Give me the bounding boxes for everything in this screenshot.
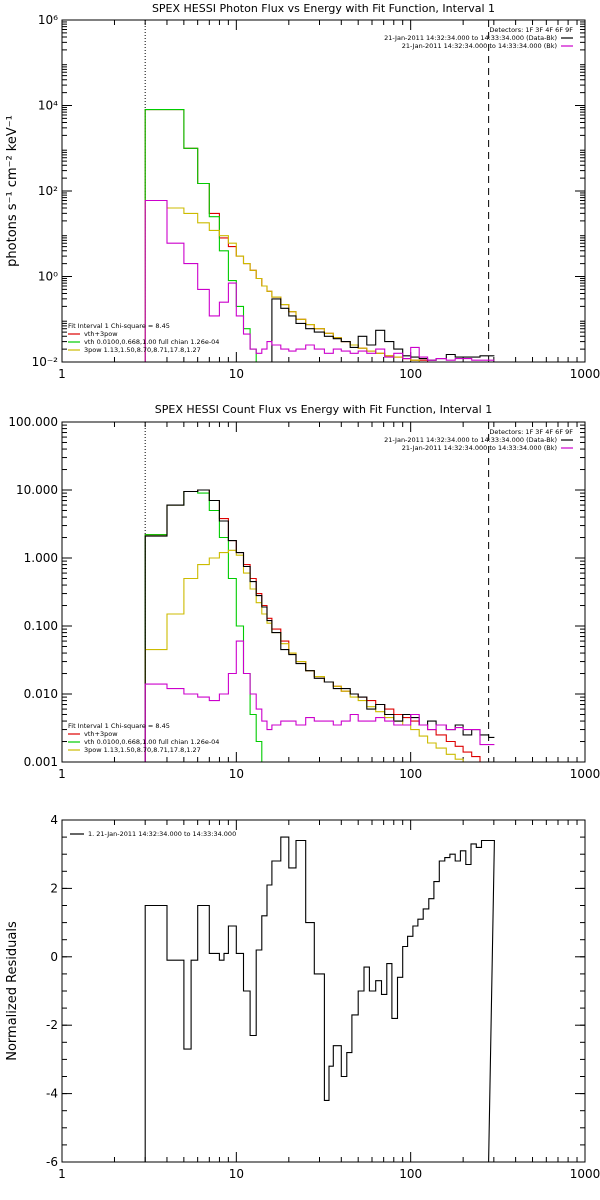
x-tick-label: 1 <box>58 767 66 781</box>
fit-legend-label: 3pow 1.13,1.50,8.70,8.71,17.8,1.27 <box>84 346 201 354</box>
y-tick-label: 4 <box>50 813 58 827</box>
y-tick-label: 10⁻² <box>32 355 59 369</box>
x-tick-label: 1000 <box>570 1167 600 1181</box>
y-tick-label: 0.001 <box>24 755 58 769</box>
y-axis-label: Normalized Residuals <box>5 921 20 1061</box>
x-tick-label: 100 <box>399 367 422 381</box>
legend-entry-label: 21-Jan-2011 14:32:34.000 to 14:33:34.000… <box>384 34 557 42</box>
y-tick-label: -2 <box>46 1018 58 1032</box>
fit-legend-header: Fit Interval 1 Chi-square = 8.45 <box>68 722 170 730</box>
x-tick-label: 100 <box>399 1167 422 1181</box>
series-4-line <box>144 640 495 762</box>
chart-title: SPEX HESSI Count Flux vs Energy with Fit… <box>155 403 492 416</box>
residual-legend-label: 1. 21-Jan-2011 14:32:34.000 to 14:33:34.… <box>88 830 236 838</box>
series-group <box>144 20 495 362</box>
y-tick-label: 100.000 <box>8 415 58 429</box>
legend-header: Detectors: 1F 3F 4F 6F 9F <box>489 26 573 34</box>
fit-legend-header: Fit Interval 1 Chi-square = 8.45 <box>68 322 170 330</box>
series-group <box>144 836 495 1162</box>
plot-frame <box>61 421 586 763</box>
y-axis-label: photons s⁻¹ cm⁻² keV⁻¹ <box>5 115 20 267</box>
legend-entry-label: 21-Jan-2011 14:32:34.000 to 14:33:34.000… <box>384 436 557 444</box>
x-tick-label: 10 <box>229 767 244 781</box>
plot-frame <box>61 19 586 363</box>
chart-title: SPEX HESSI Photon Flux vs Energy with Fi… <box>152 2 495 15</box>
series-0-line <box>144 109 495 362</box>
y-tick-label: 10.000 <box>16 483 58 497</box>
fit-legend-label: 3pow 1.13,1.50,8.70,8.71,17.8,1.27 <box>84 746 201 754</box>
residuals-panel: 1 10 100 1000 -6 -4 -2 0 2 4 Normalized Residuals 1… <box>5 813 600 1181</box>
x-tick-label: 1 <box>58 367 66 381</box>
y-tick-label: 2 <box>50 881 58 895</box>
count-flux-panel: SPEX HESSI Count Flux vs Energy with Fit… <box>8 403 600 781</box>
y-tick-label: 0 <box>50 950 58 964</box>
y-tick-label: 10² <box>38 184 58 198</box>
y-tick-label: -6 <box>46 1155 58 1169</box>
photon-flux-panel: SPEX HESSI Photon Flux vs Energy with Fi… <box>5 2 600 381</box>
fit-legend-label: vth+3pow <box>84 730 118 738</box>
x-tick-label: 1 <box>58 1167 66 1181</box>
y-tick-label: 0.100 <box>24 619 58 633</box>
series-3-line <box>271 298 495 362</box>
x-tick-label: 1000 <box>570 367 600 381</box>
fit-legend-label: vth 0.0100,0.668,1.00 full chian 1.26e-0… <box>84 738 219 746</box>
x-tick-label: 100 <box>399 767 422 781</box>
legend-entry-label: 21-Jan-2011 14:32:34.000 to 14:33:34.000… <box>402 444 557 452</box>
y-tick-label: 0.010 <box>24 687 58 701</box>
legend-header: Detectors: 1F 3F 4F 6F 9F <box>489 428 573 436</box>
y-tick-label: -4 <box>46 1087 58 1101</box>
plot-frame <box>61 819 586 1163</box>
legend-entry-label: 21-Jan-2011 14:32:34.000 to 14:33:34.000… <box>402 42 557 50</box>
series-group <box>144 422 495 762</box>
fit-legend-label: vth+3pow <box>84 330 118 338</box>
y-tick-label: 1.000 <box>24 551 58 565</box>
series-4-line <box>144 199 495 362</box>
x-tick-label: 10 <box>229 367 244 381</box>
fit-legend-label: vth 0.0100,0.668,1.00 full chian 1.26e-0… <box>84 338 219 346</box>
y-tick-label: 10⁰ <box>38 270 58 284</box>
y-tick-label: 10⁴ <box>38 99 58 113</box>
x-tick-label: 10 <box>229 1167 244 1181</box>
y-tick-label: 10⁶ <box>38 13 58 27</box>
series-0-line <box>144 836 495 1162</box>
x-tick-label: 1000 <box>570 767 600 781</box>
series-2-line <box>144 549 478 762</box>
